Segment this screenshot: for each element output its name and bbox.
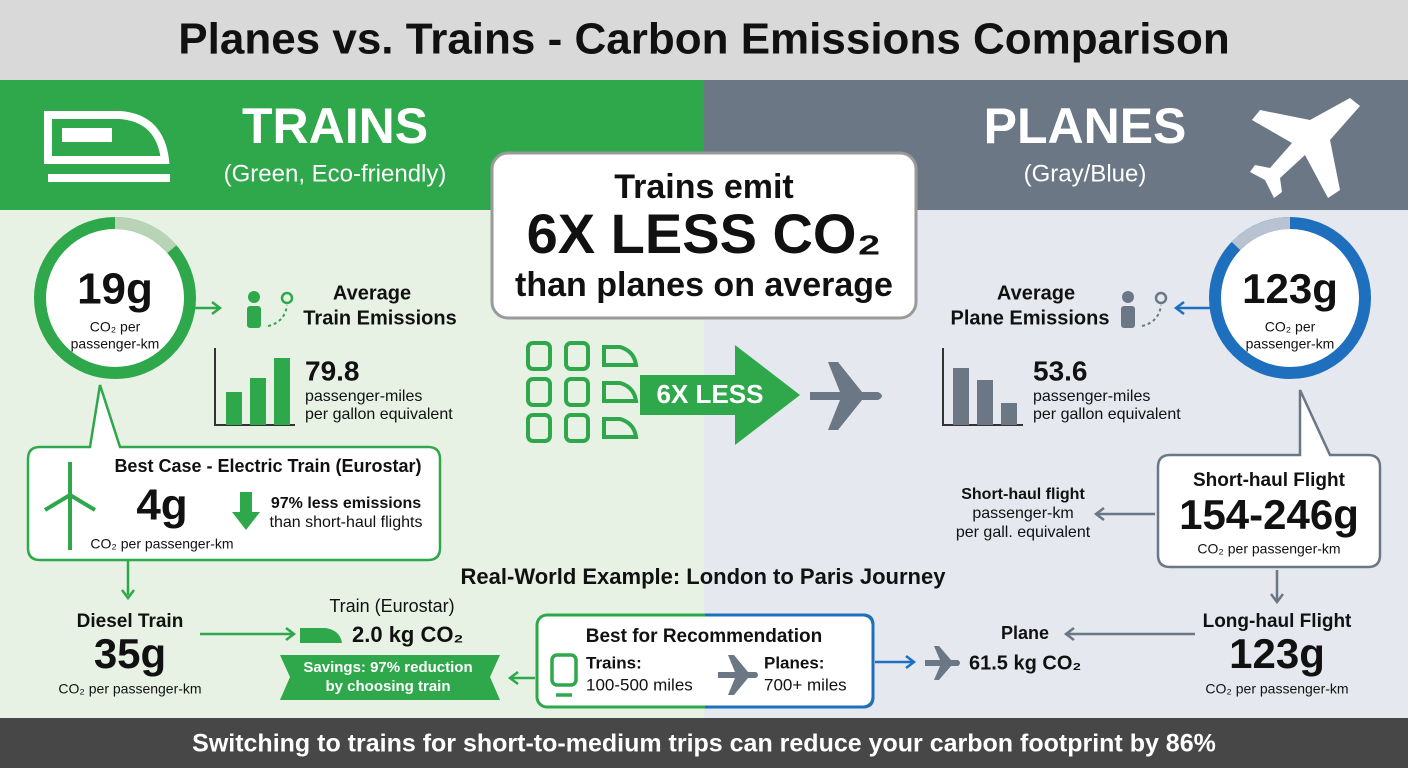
short-haul-note: per gall. equivalent <box>956 524 1091 541</box>
short-haul-unit: CO₂ per passenger-km <box>1197 541 1340 557</box>
train-icon <box>44 111 170 182</box>
trains-value: 19g <box>77 265 153 314</box>
short-haul-note: passenger-km <box>972 505 1073 522</box>
trains-label: Average <box>333 282 411 304</box>
example-train-label: Train (Eurostar) <box>329 596 454 616</box>
planes-heading: PLANES <box>984 98 1187 154</box>
savings-text: Savings: 97% reduction <box>303 659 472 676</box>
savings-banner <box>280 655 500 700</box>
middle-plane-icon <box>810 362 882 430</box>
trains-mpg-label: per gallon equivalent <box>305 406 453 423</box>
example-plane-value: 61.5 kg CO₂ <box>969 652 1081 674</box>
long-haul-unit: CO₂ per passenger-km <box>1205 681 1348 697</box>
planes-person-icon <box>1121 291 1168 328</box>
planes-value: 123g <box>1242 265 1338 312</box>
diesel-title: Diesel Train <box>77 611 184 632</box>
example-plane-label: Plane <box>1001 623 1049 643</box>
trains-subheading: (Green, Eco-friendly) <box>224 160 447 187</box>
train-icon <box>526 413 552 443</box>
wind-turbine-icon <box>43 462 97 550</box>
trains-unit: passenger-km <box>71 336 160 352</box>
train-icon <box>602 417 639 439</box>
rec-train-icon <box>550 653 578 697</box>
planes-bar-icon <box>942 348 1023 426</box>
trains-unit: CO₂ per <box>90 319 141 335</box>
best-case-note: than short-haul flights <box>270 514 423 531</box>
trains-mpg: 79.8 <box>305 355 360 386</box>
planes-ring-gap <box>1231 217 1291 251</box>
planes-unit: passenger-km <box>1246 336 1335 352</box>
train-icon <box>602 345 639 367</box>
train-icon <box>564 377 590 407</box>
callout-headline: 6X LESS CO₂ <box>527 202 882 265</box>
planes-unit: CO₂ per <box>1265 319 1316 335</box>
train-icon <box>564 341 590 371</box>
callout-box <box>490 151 918 320</box>
best-case-box <box>26 384 442 562</box>
connectors <box>121 301 1284 685</box>
trains-label: Train Emissions <box>303 307 456 329</box>
trains-ring-gap <box>114 216 177 254</box>
arrow-label: 6X LESS <box>657 379 764 409</box>
rec-trains-range: 100-500 miles <box>586 675 693 694</box>
recommendation-box-right <box>705 613 875 709</box>
train-icon <box>526 341 552 371</box>
short-haul-note: Short-haul flight <box>961 486 1085 503</box>
savings-text: by choosing train <box>325 678 450 695</box>
planes-mpg-label: passenger-miles <box>1033 388 1150 405</box>
train-icon <box>564 413 590 443</box>
page-title: Planes vs. Trains - Carbon Emissions Com… <box>178 15 1229 64</box>
rec-plane-icon <box>718 655 758 695</box>
rec-planes-range: 700+ miles <box>764 675 847 694</box>
eurostar-icon <box>300 628 342 643</box>
best-case-note: 97% less emissions <box>271 495 421 512</box>
planes-mpg: 53.6 <box>1033 355 1088 386</box>
diesel-value: 35g <box>94 630 166 677</box>
title-bar <box>0 0 1408 80</box>
trains-heading: TRAINS <box>242 98 428 154</box>
planes-label: Average <box>997 282 1075 304</box>
less-arrow <box>640 345 800 445</box>
trains-mpg-label: passenger-miles <box>305 388 422 405</box>
train-icon <box>602 381 639 403</box>
plane-example-icon <box>925 646 960 680</box>
footer-text: Switching to trains for short-to-medium … <box>192 730 1216 758</box>
footer-bar <box>0 718 1408 768</box>
train-icon-grid <box>526 341 639 443</box>
down-arrow-icon <box>232 492 260 530</box>
callout-line: than planes on average <box>515 266 893 304</box>
short-haul-value: 154-246g <box>1179 491 1359 538</box>
callout-line: Trains emit <box>614 168 794 206</box>
diesel-unit: CO₂ per passenger-km <box>58 681 201 697</box>
planes-label: Plane Emissions <box>951 307 1110 329</box>
plane-icon <box>1250 98 1360 198</box>
train-icon <box>526 377 552 407</box>
short-haul-title: Short-haul Flight <box>1193 470 1346 491</box>
example-title: Real-World Example: London to Paris Jour… <box>461 564 947 589</box>
trains-person-icon <box>247 291 294 328</box>
planes-mpg-label: per gallon equivalent <box>1033 406 1181 423</box>
recommendation-title: Best for Recommendation <box>586 626 822 647</box>
long-haul-title: Long-haul Flight <box>1203 611 1352 632</box>
trains-bar-icon <box>214 348 295 426</box>
example-train-value: 2.0 kg CO₂ <box>352 622 463 647</box>
short-haul-box <box>1156 389 1382 569</box>
long-haul-value: 123g <box>1229 630 1325 677</box>
best-case-value: 4g <box>136 481 187 530</box>
best-case-title: Best Case - Electric Train (Eurostar) <box>114 456 421 476</box>
best-case-unit: CO₂ per passenger-km <box>90 536 233 552</box>
planes-subheading: (Gray/Blue) <box>1024 160 1147 187</box>
rec-trains: Trains: <box>586 653 642 672</box>
rec-planes: Planes: <box>764 653 824 672</box>
